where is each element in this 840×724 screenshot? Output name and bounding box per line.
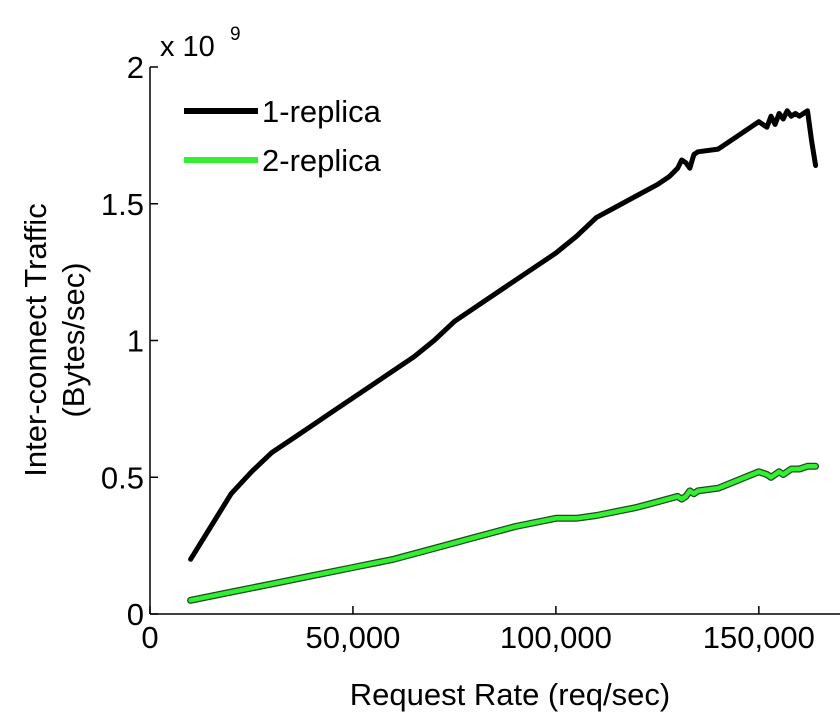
y-tick-label: 2 bbox=[127, 50, 144, 85]
y-tick-label: 0 bbox=[127, 597, 144, 632]
series-layer bbox=[187, 108, 820, 604]
y-axis-title: Inter-connect Traffic (Bytes/sec) bbox=[18, 203, 91, 476]
y-tick-label: 1.5 bbox=[101, 187, 144, 222]
y-tick-label: 1 bbox=[127, 324, 144, 359]
x-tick-label: 150,000 bbox=[703, 620, 815, 655]
y-tick-label: 0.5 bbox=[101, 460, 144, 495]
y-axis-title-line-1: Inter-connect Traffic bbox=[18, 203, 53, 476]
y-multiplier-exponent: 9 bbox=[230, 24, 241, 45]
y-axis-title-line-2: (Bytes/sec) bbox=[56, 262, 91, 417]
y-multiplier-base: x 10 bbox=[160, 31, 215, 63]
x-tick-label: 50,000 bbox=[306, 620, 401, 655]
legend-label-1-replica: 1-replica bbox=[262, 94, 382, 129]
legend: 1-replica 2-replica bbox=[184, 94, 382, 178]
series-line-2-replica bbox=[188, 464, 818, 603]
axes: 0 0.5 1 1.5 2 0 50,000 100,000 150,000 bbox=[101, 50, 840, 655]
x-tick-label: 0 bbox=[141, 620, 158, 655]
x-tick-label: 100,000 bbox=[500, 620, 612, 655]
x-axis-title: Request Rate (req/sec) bbox=[350, 677, 670, 712]
series-line-1-replica bbox=[188, 108, 819, 562]
y-multiplier: x 10 9 bbox=[160, 24, 241, 63]
legend-label-2-replica: 2-replica bbox=[262, 143, 382, 178]
